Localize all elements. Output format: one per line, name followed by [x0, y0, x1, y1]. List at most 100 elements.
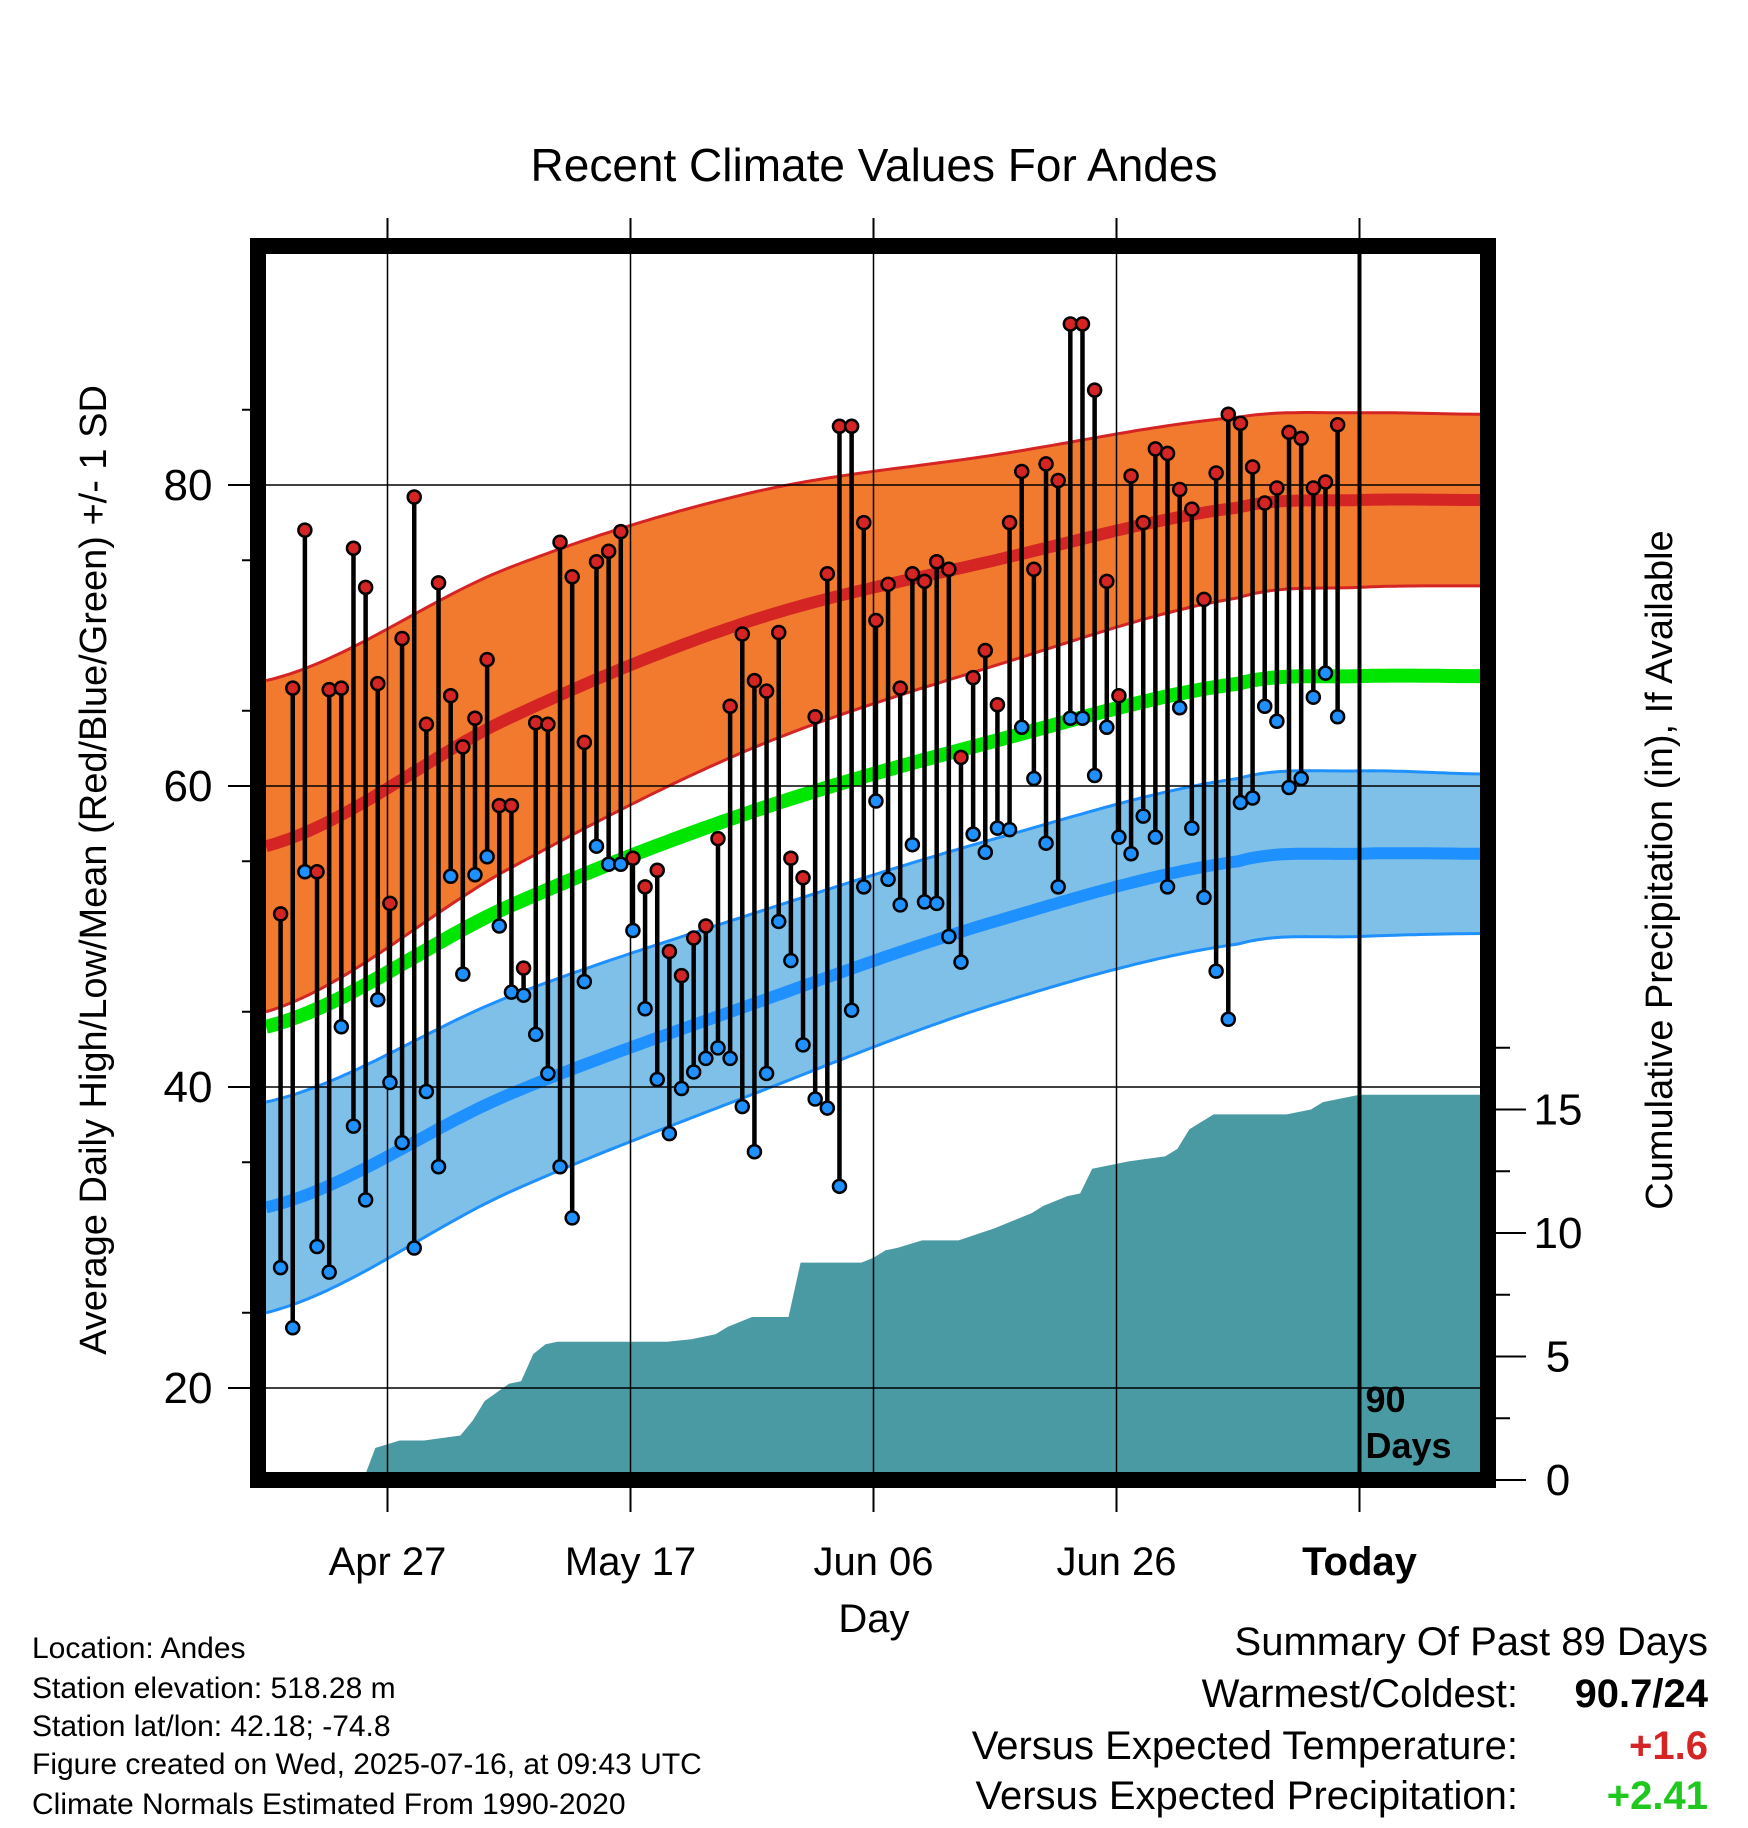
daily-high-point: [710, 830, 726, 847]
daily-high-point: [1026, 561, 1042, 578]
daily-low-point: [370, 991, 386, 1008]
daily-high-point: [1208, 465, 1224, 481]
daily-low-point: [382, 1074, 398, 1091]
daily-high-point: [880, 576, 896, 593]
daily-low-point: [710, 1040, 726, 1056]
x-axis-label: Day: [838, 1597, 909, 1641]
daily-low-point: [430, 1159, 447, 1175]
daily-low-point: [941, 928, 957, 945]
daily-low-point: [892, 897, 908, 913]
daily-low-point: [661, 1125, 678, 1142]
daily-high-point: [455, 739, 471, 755]
daily-high-point: [965, 669, 981, 686]
daily-high-point: [746, 672, 763, 689]
daily-high-point: [698, 918, 714, 934]
daily-low-point: [1317, 665, 1334, 681]
daily-low-point: [284, 1320, 301, 1336]
daily-high-point: [1293, 430, 1309, 447]
daily-high-point: [734, 626, 751, 642]
daily-high-point: [722, 698, 738, 714]
created-text: Figure created on Wed, 2025-07-16, at 09…: [32, 1748, 702, 1781]
daily-high-point: [406, 489, 422, 505]
daily-low-point: [406, 1240, 422, 1256]
daily-high-point: [540, 716, 556, 733]
daily-high-point: [297, 522, 313, 538]
daily-high-point: [503, 797, 520, 814]
daily-low-point: [357, 1192, 374, 1208]
y2-tick-label: 0: [1546, 1456, 1570, 1505]
daily-low-point: [1099, 719, 1115, 736]
precip-area: [366, 1094, 1480, 1472]
daily-low-point: [576, 973, 593, 990]
elevation-text: Station elevation: 518.28 m: [32, 1672, 396, 1705]
daily-high-point: [382, 895, 398, 912]
x-tick-label: Jun 06: [813, 1540, 933, 1584]
daily-high-point: [1305, 480, 1322, 496]
y-axis-label: Average Daily High/Low/Mean (Red/Blue/Gr…: [73, 385, 115, 1355]
x-tick-label: Jun 26: [1056, 1540, 1176, 1584]
daily-high-point: [600, 543, 617, 559]
daily-low-point: [1026, 770, 1042, 787]
latlon-text: Station lat/lon: 42.18; -74.8: [32, 1710, 391, 1743]
daily-low-point: [1184, 820, 1200, 836]
daily-high-point: [1184, 501, 1200, 517]
daily-high-point: [1050, 472, 1066, 489]
daily-high-point: [588, 554, 605, 570]
daily-low-point: [321, 1264, 337, 1280]
x-tick-label: May 17: [565, 1540, 696, 1584]
daily-low-point: [807, 1091, 823, 1107]
daily-high-point: [1171, 481, 1188, 498]
daily-high-point: [843, 418, 860, 435]
daily-high-point: [770, 624, 787, 641]
daily-low-point: [345, 1118, 362, 1134]
daily-low-point: [1196, 889, 1212, 906]
daily-low-point: [515, 987, 532, 1003]
daily-low-point: [977, 844, 994, 860]
daily-low-point: [734, 1098, 751, 1115]
daily-low-point: [309, 1238, 325, 1255]
daily-high-point: [868, 612, 884, 629]
daily-high-point: [673, 967, 690, 984]
chart-title: Recent Climate Values For Andes: [531, 139, 1218, 191]
daily-high-point: [941, 561, 957, 578]
daily-low-point: [625, 922, 641, 939]
daily-high-point: [1329, 417, 1346, 433]
daily-low-point: [455, 966, 471, 982]
daily-high-point: [1281, 424, 1297, 441]
plot-frame: [250, 238, 1496, 1488]
daily-high-point: [272, 906, 289, 922]
daily-high-point: [1123, 468, 1139, 484]
temp-anomaly-row: Versus Expected Temperature: +1.6: [972, 1724, 1708, 1769]
daily-high-point: [649, 862, 665, 879]
daily-low-point: [272, 1259, 289, 1276]
daily-high-point: [1135, 514, 1151, 531]
daily-high-point: [856, 514, 872, 531]
y-tick-label: 80: [164, 461, 213, 510]
daily-high-point: [442, 687, 459, 704]
daily-low-point: [1001, 821, 1018, 838]
daily-high-point: [1086, 382, 1103, 398]
daily-low-point: [1050, 879, 1066, 895]
daily-low-point: [904, 836, 921, 853]
daily-high-point: [564, 569, 580, 585]
daily-low-point: [1038, 835, 1054, 851]
y-tick-label: 40: [164, 1063, 213, 1112]
daily-high-point: [977, 642, 994, 659]
daily-high-point: [904, 566, 921, 582]
daily-low-point: [1220, 1011, 1237, 1028]
daily-high-point: [552, 534, 568, 550]
daily-high-point: [783, 850, 799, 866]
daily-low-point: [649, 1071, 665, 1088]
y2-tick-label: 10: [1534, 1209, 1583, 1258]
daily-high-point: [370, 675, 386, 692]
daily-low-point: [673, 1080, 690, 1097]
daily-high-point: [685, 930, 702, 946]
daily-low-point: [1147, 829, 1164, 845]
daily-low-point: [1123, 845, 1139, 862]
daily-low-point: [1269, 713, 1285, 730]
daily-low-point: [1013, 719, 1030, 736]
daily-low-point: [479, 848, 495, 865]
daily-high-point: [394, 630, 410, 647]
daily-low-point: [685, 1064, 702, 1080]
daily-low-point: [770, 913, 787, 930]
